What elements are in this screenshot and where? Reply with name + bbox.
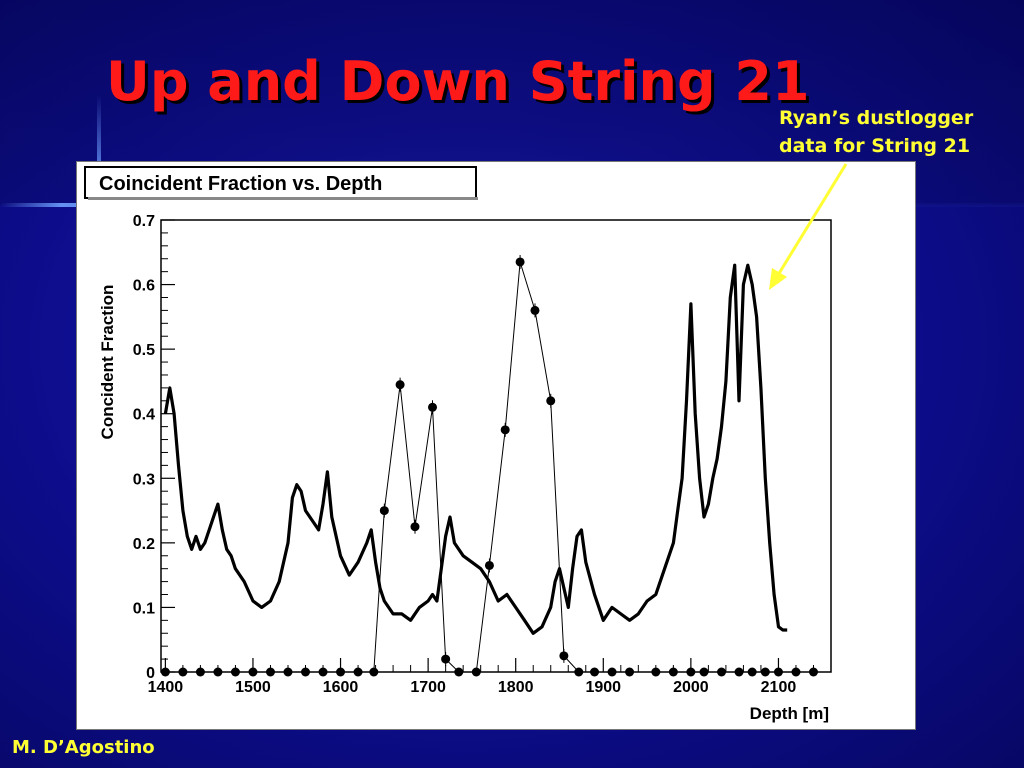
data-point [607,667,617,677]
y-tick-label: 0.2 [133,536,155,553]
data-point [546,396,556,406]
data-point [734,667,744,677]
data-point [441,654,451,664]
data-point [515,257,525,267]
data-point [773,667,783,677]
x-tick-label: 1600 [323,679,359,696]
data-point [428,402,438,412]
data-point [283,667,293,677]
data-point [686,667,696,677]
axes-group: 0 0.1 0.2 0.3 0.4 0.5 0.6 0.7 1400 1500 1600 1700 18… [133,213,832,696]
x-tick-label: 1400 [148,679,184,696]
y-tick-label: 0.4 [133,407,155,424]
data-point [301,667,311,677]
y-tick-label: 0.3 [133,471,155,488]
annotation-callout: Ryan’s dustlogger data for String 21 [779,104,1019,160]
data-point [760,667,770,677]
data-point [574,667,584,677]
data-point [353,667,363,677]
data-point [395,380,405,390]
data-point [230,667,240,677]
data-point [500,425,510,435]
annotation-line-2: data for String 21 [779,135,971,157]
x-tick-label: 1700 [410,679,446,696]
data-point [484,560,494,570]
data-point [791,667,801,677]
data-point [651,667,661,677]
data-point [336,667,346,677]
data-point [699,667,709,677]
y-tick-label: 0.1 [133,600,155,617]
x-tick-label: 1500 [235,679,271,696]
data-point [454,667,464,677]
data-point [369,667,379,677]
data-point [410,522,420,532]
data-point [668,667,678,677]
data-point [808,667,818,677]
y-axis-label: Concident Fraction [98,285,117,440]
data-point [195,667,205,677]
x-tick-label: 2100 [761,679,797,696]
data-point [590,667,600,677]
plot-area [160,219,832,673]
series-line-dustlogger [163,263,788,635]
data-point [559,651,569,661]
data-point [265,667,275,677]
plot-frame: Coincident Fraction vs. Depth 0 0.1 0.2 0.3… [76,161,916,730]
y-tick-label: 0.5 [133,342,155,359]
x-axis-label: Depth [m] [750,704,829,723]
coincident-fraction-chart: Coincident Fraction vs. Depth 0 0.1 0.2 0.3… [84,166,832,723]
chart-title: Coincident Fraction vs. Depth [99,173,382,195]
data-point [471,667,481,677]
y-tick-label: 0.7 [133,213,155,230]
data-point [213,667,223,677]
data-point [625,667,635,677]
y-tick-label: 0 [146,665,155,682]
data-point [248,667,258,677]
x-tick-label: 2000 [673,679,709,696]
data-point [530,305,540,315]
x-tick-label: 1900 [585,679,621,696]
author-credit: M. D’Agostino [12,737,155,758]
data-point [160,667,170,677]
data-point [747,667,757,677]
slide-title: Up and Down String 21 [106,50,810,113]
annotation-line-1: Ryan’s dustlogger [779,107,974,129]
x-tick-label: 1800 [498,679,534,696]
series-layer [160,254,818,677]
data-point [318,667,328,677]
accent-line-vertical [97,95,101,205]
data-point [717,667,727,677]
chart-title-box-shadow [88,197,478,200]
chart-title-box [84,166,477,199]
y-tick-label: 0.6 [133,278,155,295]
data-point [379,506,389,516]
data-point [178,667,188,677]
